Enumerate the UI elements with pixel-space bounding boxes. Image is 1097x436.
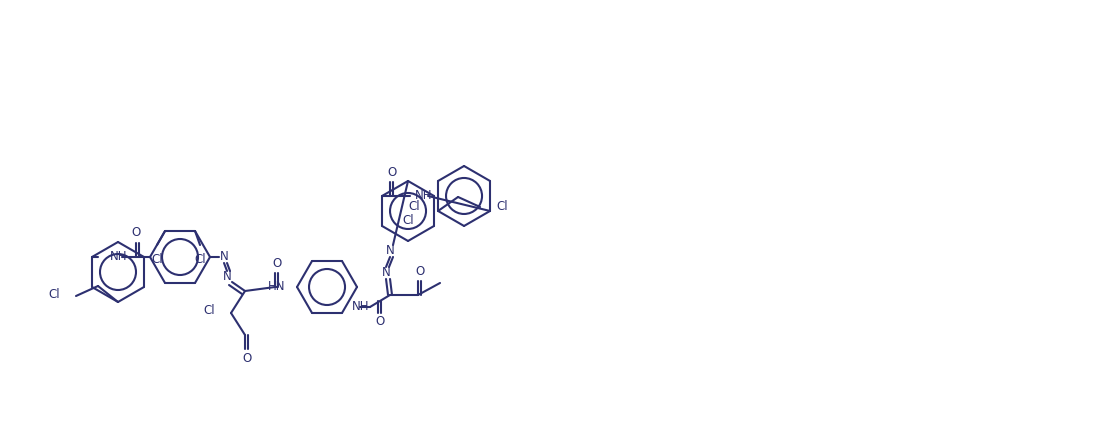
Text: O: O	[242, 352, 251, 365]
Text: NH: NH	[352, 300, 370, 313]
Text: Cl: Cl	[408, 200, 420, 213]
Text: Cl: Cl	[496, 201, 508, 214]
Text: N: N	[219, 251, 228, 263]
Text: O: O	[416, 265, 425, 278]
Text: O: O	[272, 257, 282, 270]
Text: N: N	[382, 266, 391, 279]
Text: N: N	[386, 245, 395, 258]
Text: Cl: Cl	[194, 253, 206, 266]
Text: O: O	[387, 166, 397, 179]
Text: Cl: Cl	[151, 253, 162, 266]
Text: NH: NH	[415, 190, 432, 202]
Text: N: N	[223, 270, 231, 283]
Text: Cl: Cl	[48, 287, 60, 300]
Text: NH: NH	[110, 251, 127, 263]
Text: O: O	[132, 226, 140, 239]
Text: O: O	[375, 315, 385, 328]
Text: Cl: Cl	[203, 304, 215, 317]
Text: Cl: Cl	[403, 214, 414, 227]
Text: HN: HN	[268, 280, 285, 293]
